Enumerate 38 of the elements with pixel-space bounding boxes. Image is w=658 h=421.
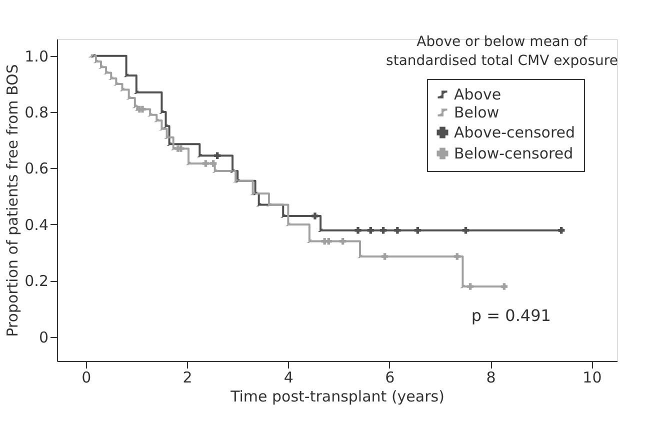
point [558,226,565,234]
point [210,160,217,167]
legend-label: Above-censored [454,124,576,142]
point [414,226,422,234]
x-tick-label: 4 [284,368,294,386]
x-tick-label: 10 [582,368,602,386]
x-tick-label: 2 [182,368,192,386]
y-tick-label: 0.2 [24,272,48,290]
point [466,283,474,290]
point [462,226,470,234]
legend-label: Below [454,104,500,122]
point [454,253,460,260]
point [354,226,362,234]
point [312,212,318,220]
y-tick-label: 0.4 [24,216,48,234]
x-tick-label: 6 [385,368,395,386]
x-tick-label: 0 [82,368,92,386]
point [163,124,168,128]
annotation: p = 0.491 [471,306,551,325]
legend-title: Above or below mean of standardised total CMV exposure [386,34,618,69]
x-axis-title: Time post-transplant (years) [230,388,444,406]
point [367,226,374,234]
y-tick-label: 0.6 [24,160,48,178]
y-tick-label: 1.0 [24,47,48,66]
y-tick-label: 0 [38,328,48,346]
point [394,226,401,234]
point [380,226,387,234]
point [120,88,125,92]
y-tick-label: 0.8 [24,104,48,122]
legend-label: Above [454,86,502,104]
x-tick-label: 8 [486,368,496,386]
point [381,253,388,260]
point [202,160,210,167]
point [325,238,332,245]
legend-label: Below-censored [454,144,574,162]
point [214,152,221,159]
point [339,238,346,245]
y-axis-title: Proportion of patients free from BOS [4,64,22,337]
